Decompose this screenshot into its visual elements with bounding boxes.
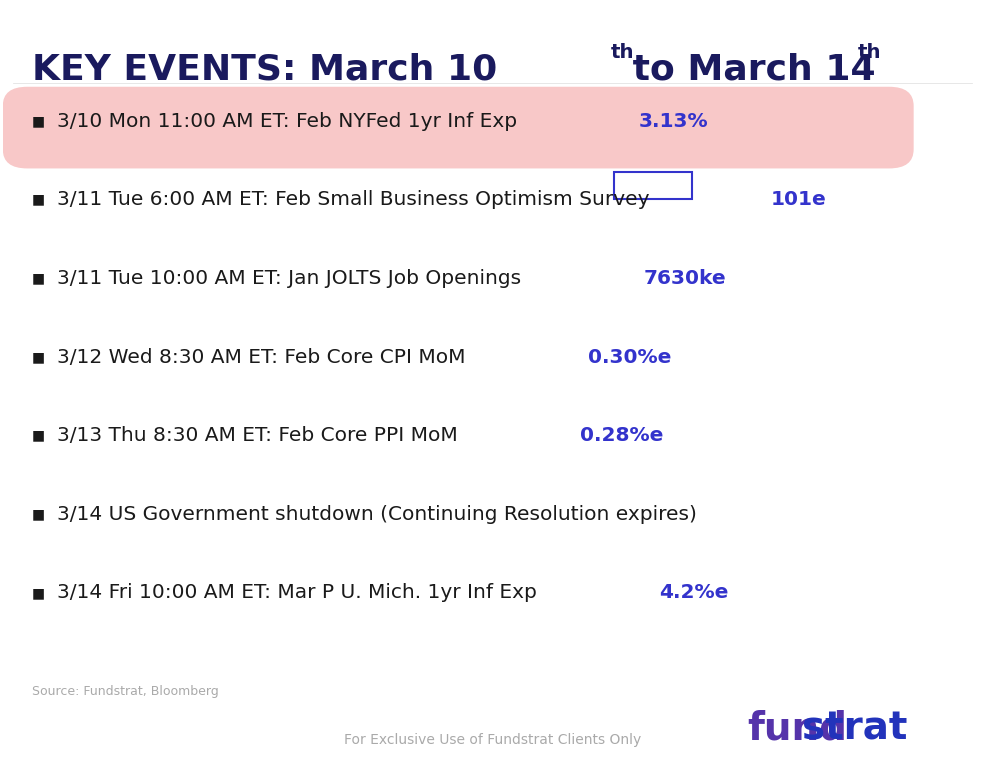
Text: 3/14 US Government shutdown (Continuing Resolution expires): 3/14 US Government shutdown (Continuing … — [57, 504, 696, 524]
Text: 3/12 Wed 8:30 AM ET: Feb Core CPI MoM: 3/12 Wed 8:30 AM ET: Feb Core CPI MoM — [57, 348, 465, 367]
Text: ■: ■ — [33, 428, 45, 443]
FancyBboxPatch shape — [3, 87, 914, 168]
Text: ■: ■ — [33, 271, 45, 285]
Text: 3/14 Fri 10:00 AM ET: Mar P U. Mich. 1yr Inf Exp: 3/14 Fri 10:00 AM ET: Mar P U. Mich. 1yr… — [57, 584, 537, 602]
Text: ■: ■ — [33, 508, 45, 521]
Text: 4.2%e: 4.2%e — [659, 584, 728, 602]
Text: 3/11 Tue 6:00 AM ET: Feb Small Business Optimism Survey: 3/11 Tue 6:00 AM ET: Feb Small Business … — [57, 190, 649, 209]
Text: ■: ■ — [33, 350, 45, 364]
Text: 7630ke: 7630ke — [643, 269, 726, 288]
Text: ■: ■ — [33, 193, 45, 207]
Text: strat: strat — [802, 709, 907, 747]
Text: ■: ■ — [33, 586, 45, 600]
Text: 0.30%e: 0.30%e — [588, 348, 671, 367]
Text: to March 14: to March 14 — [620, 52, 876, 86]
Text: 3/10 Mon 11:00 AM ET: Feb NYFed 1yr Inf Exp: 3/10 Mon 11:00 AM ET: Feb NYFed 1yr Inf … — [57, 112, 517, 131]
Text: For Exclusive Use of Fundstrat Clients Only: For Exclusive Use of Fundstrat Clients O… — [344, 733, 641, 747]
Text: 3/13 Thu 8:30 AM ET: Feb Core PPI MoM: 3/13 Thu 8:30 AM ET: Feb Core PPI MoM — [57, 426, 457, 445]
Text: KEY EVENTS: March 10: KEY EVENTS: March 10 — [33, 52, 497, 86]
Text: fund: fund — [748, 709, 847, 747]
Text: Source: Fundstrat, Bloomberg: Source: Fundstrat, Bloomberg — [33, 684, 219, 697]
Text: ■: ■ — [33, 114, 45, 128]
Text: th: th — [858, 43, 881, 62]
Text: 3/11 Tue 10:00 AM ET: Jan JOLTS Job Openings: 3/11 Tue 10:00 AM ET: Jan JOLTS Job Open… — [57, 269, 521, 288]
Text: 3.13%: 3.13% — [639, 112, 709, 131]
Text: th: th — [611, 43, 634, 62]
Text: 0.28%e: 0.28%e — [580, 426, 664, 445]
Text: 101e: 101e — [771, 190, 826, 209]
